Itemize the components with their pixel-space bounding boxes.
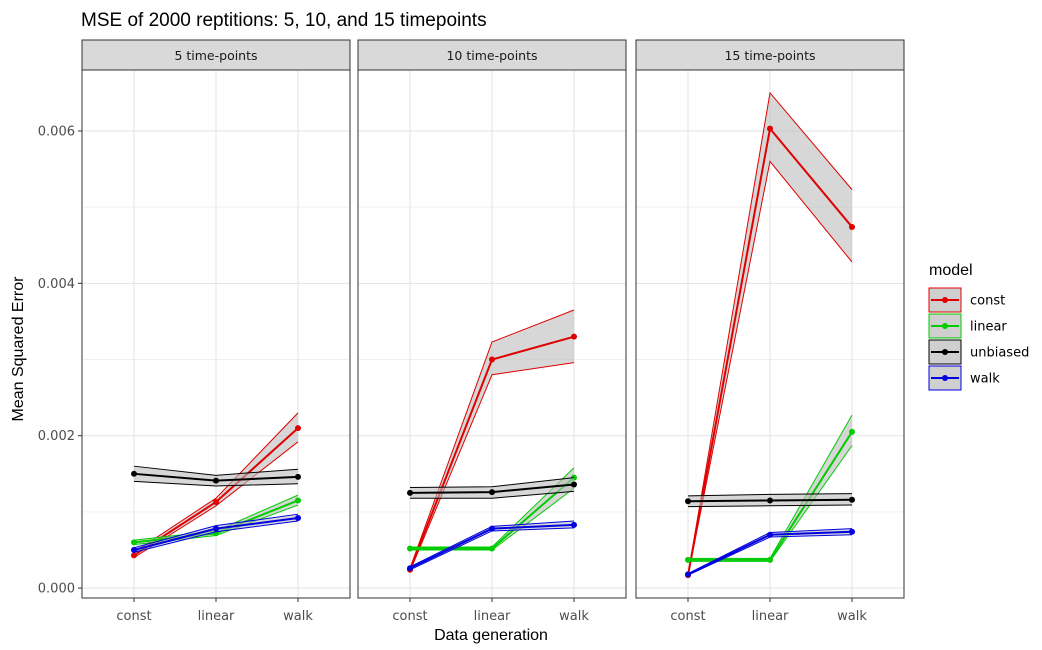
chart-title: MSE of 2000 reptitions: 5, 10, and 15 ti… — [81, 10, 487, 31]
point-walk — [295, 515, 301, 521]
point-const — [213, 499, 219, 505]
y-tick-label: 0.002 — [38, 429, 75, 444]
point-const — [571, 334, 577, 340]
point-linear — [407, 545, 413, 551]
legend-point-linear — [942, 323, 948, 329]
point-unbiased — [767, 497, 773, 503]
y-tick-label: 0.006 — [38, 124, 75, 139]
facet-strip-label: 10 time-points — [446, 48, 537, 63]
x-axis-title: Data generation — [434, 627, 548, 644]
point-unbiased — [685, 498, 691, 504]
point-walk — [213, 526, 219, 532]
legend-label-walk: walk — [970, 372, 1000, 387]
point-walk — [685, 571, 691, 577]
legend-item-walk: walk — [929, 366, 1000, 390]
point-unbiased — [407, 490, 413, 496]
x-tick-label: walk — [559, 609, 589, 624]
point-linear — [685, 557, 691, 563]
point-const — [131, 552, 137, 558]
point-const — [295, 425, 301, 431]
point-unbiased — [131, 471, 137, 477]
legend-item-const: const — [929, 288, 1005, 312]
series-unbiased — [685, 494, 855, 507]
y-axis: 0.000 0.002 0.004 0.006 — [38, 124, 82, 596]
legend-label-unbiased: unbiased — [970, 346, 1029, 361]
point-walk — [571, 522, 577, 528]
legend-point-unbiased — [942, 349, 948, 355]
point-const — [767, 126, 773, 132]
facet-panel-1: 5 time-points const linear walk — [82, 40, 350, 624]
x-tick-label: const — [392, 609, 427, 624]
x-tick-label: linear — [474, 609, 511, 624]
legend-item-unbiased: unbiased — [929, 340, 1029, 364]
x-tick-label: walk — [837, 609, 867, 624]
point-linear — [489, 545, 495, 551]
x-tick-label: const — [116, 609, 151, 624]
facet-panel-3: 15 time-points const linear walk — [636, 40, 904, 624]
x-tick-label: linear — [198, 609, 235, 624]
point-walk — [407, 565, 413, 571]
x-tick-label: walk — [283, 609, 313, 624]
y-tick-label: 0.004 — [38, 277, 75, 292]
legend-label-linear: linear — [970, 320, 1007, 335]
point-unbiased — [849, 497, 855, 503]
point-linear — [767, 557, 773, 563]
point-const — [489, 357, 495, 363]
point-unbiased — [295, 474, 301, 480]
point-walk — [767, 532, 773, 538]
facet-strip-label: 15 time-points — [724, 48, 815, 63]
facet-strip-label: 5 time-points — [174, 48, 257, 63]
legend-point-const — [942, 297, 948, 303]
legend-item-linear: linear — [929, 314, 1007, 338]
legend-title: model — [929, 262, 973, 279]
point-unbiased — [213, 478, 219, 484]
point-walk — [849, 529, 855, 535]
facet-panel-2: 10 time-points const linear walk — [358, 40, 626, 624]
x-tick-label: const — [670, 609, 705, 624]
point-unbiased — [489, 489, 495, 495]
point-unbiased — [571, 481, 577, 487]
legend-point-walk — [942, 375, 948, 381]
legend: model const linear unbiased walk — [929, 262, 1029, 390]
y-axis-title: Mean Squared Error — [10, 276, 27, 422]
point-walk — [489, 526, 495, 532]
point-const — [849, 224, 855, 230]
point-linear — [131, 539, 137, 545]
x-tick-label: linear — [752, 609, 789, 624]
point-linear — [295, 497, 301, 503]
point-linear — [849, 429, 855, 435]
y-tick-label: 0.000 — [38, 582, 75, 597]
legend-label-const: const — [970, 294, 1005, 309]
point-walk — [131, 547, 137, 553]
